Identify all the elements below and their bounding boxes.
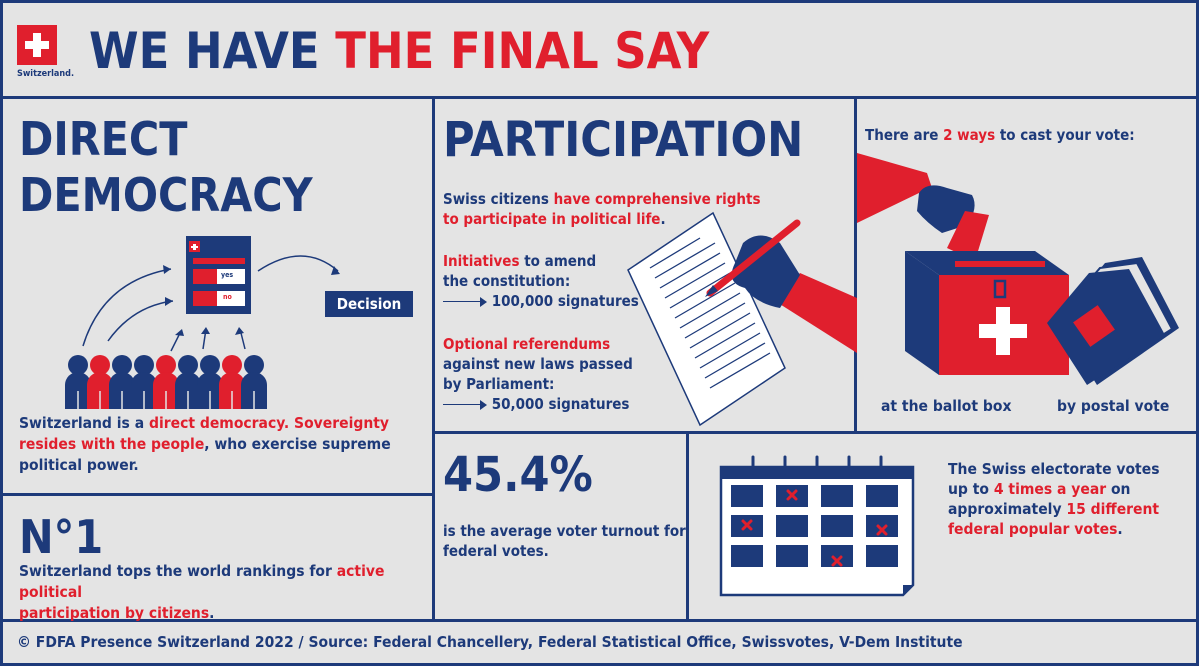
participation-intro: Swiss citizens have comprehensive rights… xyxy=(443,190,761,228)
postal-vote-label: by postal vote xyxy=(1057,397,1170,415)
initiatives-text: Initiatives to amend the constitution: 1… xyxy=(443,252,639,310)
logo-label: Switzerland. xyxy=(17,69,75,79)
voting-intro: There are 2 ways to cast your vote: xyxy=(865,126,1135,144)
page-title: WE HAVE THE FINAL SAY xyxy=(89,21,709,81)
divider-header xyxy=(3,96,1196,99)
title-part1: WE HAVE xyxy=(89,22,336,80)
direct-democracy-text: Switzerland is a direct democracy. Sover… xyxy=(19,414,391,474)
direct-democracy-illustration xyxy=(65,236,340,409)
switzerland-logo: Switzerland. xyxy=(17,25,75,79)
ballot-no-label: no xyxy=(223,293,232,301)
swiss-flag-icon xyxy=(17,25,57,65)
arrow-right-icon xyxy=(443,399,487,410)
direct-democracy-heading: DIRECT DEMOCRACY xyxy=(19,112,313,222)
calendar-illustration xyxy=(719,455,915,597)
ballot-box-label: at the ballot box xyxy=(881,397,1012,415)
divider-left xyxy=(432,96,435,619)
ballot-sheet-icon xyxy=(186,236,251,314)
postal-envelope-icon xyxy=(1047,257,1179,385)
hand-with-pen-icon xyxy=(705,219,857,353)
ballot-box-icon xyxy=(905,251,1069,375)
decision-label: Decision xyxy=(325,291,413,317)
footer-source: © FDFA Presence Switzerland 2022 / Sourc… xyxy=(17,633,963,651)
divider-middle xyxy=(432,431,1196,434)
frequency-text: The Swiss electorate votes up to 4 times… xyxy=(948,460,1160,538)
document-icon xyxy=(627,211,786,427)
referendum-text: Optional referendums against new laws pa… xyxy=(443,335,633,413)
ranking-text: Switzerland tops the world rankings for … xyxy=(19,562,385,622)
ballot-yes-label: yes xyxy=(221,271,234,279)
ranking-heading: N°1 xyxy=(19,510,104,564)
divider-right-top xyxy=(854,96,857,431)
divider-footer xyxy=(3,619,1196,622)
hand-with-ballot-icon xyxy=(857,153,989,261)
title-part2: THE FINAL SAY xyxy=(335,22,710,80)
divider-right-bottom xyxy=(686,431,689,619)
voting-illustration xyxy=(857,153,1179,385)
divider-left-bottom xyxy=(3,493,432,496)
turnout-text: is the average voter turnout for federal… xyxy=(443,522,686,560)
calendar-icon xyxy=(719,455,915,597)
people-group-icon xyxy=(65,355,267,409)
arrow-right-icon xyxy=(443,296,487,307)
participation-heading: PARTICIPATION xyxy=(443,112,804,168)
signing-illustration xyxy=(627,211,857,427)
turnout-value: 45.4% xyxy=(443,447,593,503)
